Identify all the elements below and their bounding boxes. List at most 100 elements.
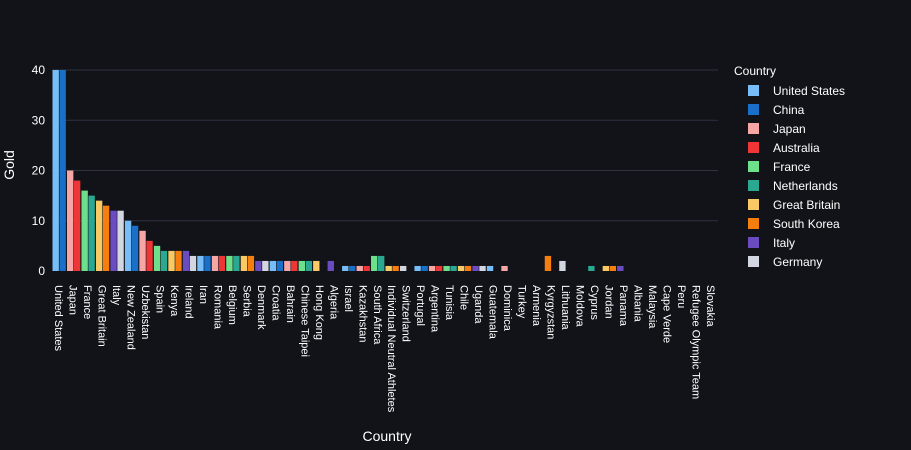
- x-tick-label: Argentina: [429, 285, 441, 333]
- legend-swatch[interactable]: [748, 218, 759, 229]
- bar[interactable]: [313, 260, 320, 271]
- bar[interactable]: [168, 250, 175, 271]
- bar[interactable]: [124, 220, 132, 271]
- legend-swatch[interactable]: [748, 256, 759, 267]
- bar[interactable]: [559, 260, 566, 271]
- x-tick-label: Israel: [342, 285, 354, 312]
- legend-label[interactable]: Germany: [773, 255, 822, 269]
- bar[interactable]: [66, 170, 74, 272]
- bar[interactable]: [255, 260, 262, 271]
- legend: Country United States China Japan Australia…: [734, 64, 845, 269]
- x-tick-label: Malaysia: [646, 285, 658, 329]
- legend-label[interactable]: United States: [773, 84, 845, 98]
- bar[interactable]: [479, 265, 486, 271]
- bar[interactable]: [182, 250, 190, 271]
- bar[interactable]: [95, 200, 103, 271]
- bar[interactable]: [450, 265, 457, 271]
- bar[interactable]: [175, 250, 182, 271]
- x-tick-label: Bahrain: [284, 285, 296, 323]
- bar[interactable]: [81, 190, 88, 271]
- legend-swatch[interactable]: [748, 199, 759, 210]
- bar[interactable]: [73, 180, 81, 271]
- bar[interactable]: [146, 240, 153, 271]
- bar[interactable]: [197, 255, 204, 271]
- bar[interactable]: [110, 210, 117, 271]
- bar[interactable]: [204, 255, 211, 271]
- bar[interactable]: [160, 250, 168, 271]
- bar[interactable]: [284, 260, 291, 271]
- legend-label[interactable]: Italy: [773, 236, 795, 250]
- x-tick-label: Portugal: [414, 285, 426, 326]
- bar[interactable]: [226, 255, 233, 271]
- legend-label[interactable]: China: [773, 103, 805, 117]
- bar[interactable]: [457, 265, 465, 271]
- bar[interactable]: [544, 255, 552, 271]
- legend-swatch[interactable]: [748, 123, 759, 134]
- legend-label[interactable]: Australia: [773, 141, 820, 155]
- bar[interactable]: [609, 265, 617, 271]
- bar[interactable]: [276, 260, 284, 271]
- bar[interactable]: [247, 255, 255, 271]
- y-tick-label: 40: [32, 63, 46, 77]
- bar[interactable]: [262, 260, 269, 271]
- x-tick-label: Denmark: [255, 285, 267, 330]
- x-tick-label: Jordan: [602, 285, 614, 319]
- legend-swatch[interactable]: [748, 161, 759, 172]
- x-tick-label: Refugee Olympic Team: [689, 285, 701, 399]
- legend-label[interactable]: South Korea: [773, 217, 840, 231]
- bar[interactable]: [464, 265, 472, 271]
- legend-label[interactable]: France: [773, 160, 811, 174]
- legend-label[interactable]: Japan: [773, 122, 806, 136]
- bar[interactable]: [298, 260, 306, 271]
- bar[interactable]: [211, 255, 219, 271]
- bar[interactable]: [88, 195, 95, 271]
- bar[interactable]: [363, 265, 370, 271]
- bar[interactable]: [218, 255, 226, 271]
- bar[interactable]: [102, 205, 110, 271]
- bar[interactable]: [139, 230, 146, 271]
- bar[interactable]: [588, 265, 595, 271]
- bar[interactable]: [153, 245, 161, 271]
- x-tick-label: Iran: [197, 285, 209, 304]
- bar[interactable]: [327, 260, 334, 271]
- x-tick-label: Great Britain: [96, 285, 108, 347]
- bar[interactable]: [59, 70, 66, 271]
- x-tick-label: Slovakia: [704, 285, 716, 327]
- bar[interactable]: [117, 210, 124, 271]
- bar[interactable]: [356, 265, 363, 271]
- bar[interactable]: [342, 265, 349, 271]
- y-tick-label: 20: [32, 164, 46, 178]
- bar[interactable]: [233, 255, 240, 271]
- bar[interactable]: [291, 260, 298, 271]
- legend-swatch[interactable]: [748, 180, 759, 191]
- legend-swatch[interactable]: [748, 104, 759, 115]
- bar[interactable]: [269, 260, 277, 271]
- legend-swatch[interactable]: [748, 142, 759, 153]
- bar[interactable]: [377, 255, 385, 271]
- bar[interactable]: [385, 265, 392, 271]
- bar[interactable]: [131, 225, 139, 271]
- bar[interactable]: [399, 265, 407, 271]
- bar[interactable]: [486, 265, 494, 271]
- bar[interactable]: [421, 265, 428, 271]
- bar[interactable]: [240, 255, 248, 271]
- bar[interactable]: [428, 265, 436, 271]
- bar[interactable]: [617, 265, 624, 271]
- legend-label[interactable]: Great Britain: [773, 198, 840, 212]
- bar[interactable]: [435, 265, 443, 271]
- bar[interactable]: [392, 265, 399, 271]
- bar[interactable]: [371, 255, 378, 271]
- bar[interactable]: [349, 265, 356, 271]
- bar[interactable]: [52, 70, 59, 271]
- bar[interactable]: [501, 265, 508, 271]
- bar[interactable]: [189, 255, 197, 271]
- bar[interactable]: [472, 265, 479, 271]
- legend-swatch[interactable]: [748, 237, 759, 248]
- bar[interactable]: [443, 265, 450, 271]
- bar[interactable]: [305, 260, 312, 271]
- legend-label[interactable]: Netherlands: [773, 179, 838, 193]
- bar[interactable]: [414, 265, 421, 271]
- bar[interactable]: [602, 265, 610, 271]
- legend-swatch[interactable]: [748, 85, 759, 96]
